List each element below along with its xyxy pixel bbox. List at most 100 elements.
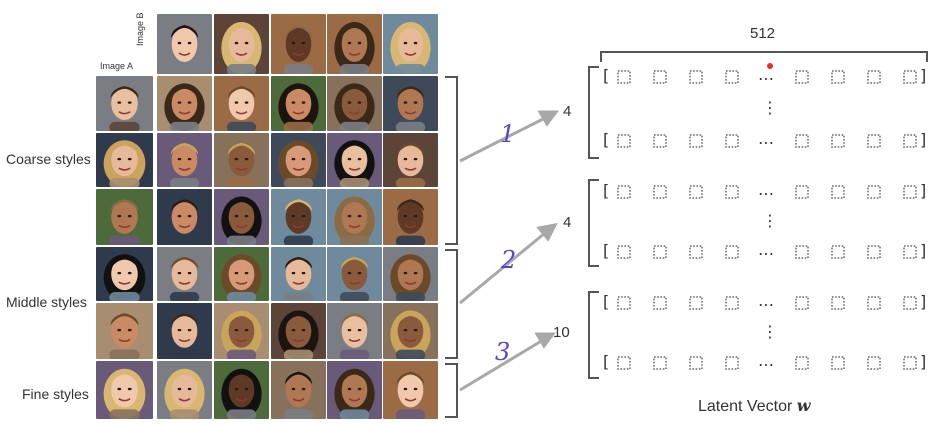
face-image (157, 189, 212, 245)
horizontal-ellipsis: … (758, 351, 774, 370)
latent-cell (867, 185, 881, 199)
fine-bracket (445, 363, 458, 418)
face-image (157, 133, 212, 187)
face-image (157, 303, 212, 359)
row-close-bracket: ] (920, 130, 927, 149)
fine-styles-label: Fine styles (22, 386, 89, 402)
latent-cell (795, 70, 809, 84)
face-image (157, 14, 212, 74)
row-open-bracket: [ (603, 130, 610, 149)
face-image (271, 303, 326, 359)
face-image (383, 76, 438, 131)
face-image (383, 303, 438, 359)
face-image (214, 133, 269, 187)
face-grid: Image B Image A (96, 12, 438, 420)
latent-cell (903, 356, 917, 370)
row-open-bracket: [ (603, 292, 610, 311)
group-2-count: 4 (563, 214, 572, 231)
latent-cell (867, 245, 881, 259)
group-3-bracket (588, 291, 599, 379)
latent-cell (689, 70, 703, 84)
latent-cell (725, 70, 739, 84)
latent-cell (867, 356, 881, 370)
vertical-ellipsis: ⋮ (762, 211, 778, 230)
row-open-bracket: [ (603, 352, 610, 371)
annotation-1: 1 (500, 120, 516, 148)
arrow-middle (459, 222, 558, 305)
latent-cell (653, 185, 667, 199)
latent-cell (831, 134, 845, 148)
latent-cell (653, 70, 667, 84)
face-image (327, 189, 382, 245)
group-1-bracket (588, 66, 599, 159)
face-image (214, 14, 269, 74)
face-image (383, 361, 438, 419)
row-close-bracket: ] (920, 241, 927, 260)
horizontal-ellipsis: … (758, 129, 774, 148)
latent-cell (795, 296, 809, 310)
latent-cell (653, 134, 667, 148)
latent-cell (867, 134, 881, 148)
face-image (96, 361, 153, 419)
face-image (96, 76, 153, 131)
face-image (383, 189, 438, 245)
row-close-bracket: ] (920, 352, 927, 371)
latent-cell (689, 245, 703, 259)
group-3-count: 10 (553, 324, 570, 341)
horizontal-ellipsis: … (758, 291, 774, 310)
face-image (214, 361, 269, 419)
latent-cell (617, 185, 631, 199)
width-brace (600, 51, 928, 62)
latent-cell (867, 70, 881, 84)
latent-cell (795, 356, 809, 370)
latent-cell (725, 134, 739, 148)
row-open-bracket: [ (603, 66, 610, 85)
annotation-2: 2 (501, 246, 517, 274)
latent-cell (867, 296, 881, 310)
latent-cell (831, 296, 845, 310)
latent-cell (795, 134, 809, 148)
coarse-styles-label: Coarse styles (6, 151, 91, 167)
face-image (157, 76, 212, 131)
horizontal-ellipsis: … (758, 65, 774, 84)
latent-cell (689, 296, 703, 310)
face-image (214, 76, 269, 131)
middle-bracket (445, 249, 458, 359)
face-image (271, 76, 326, 131)
width-label: 512 (750, 25, 776, 42)
face-image (96, 189, 153, 245)
latent-cell (725, 356, 739, 370)
latent-cell (903, 70, 917, 84)
latent-cell (689, 185, 703, 199)
latent-cell (903, 185, 917, 199)
face-image (214, 189, 269, 245)
latent-cell (831, 356, 845, 370)
latent-cell (725, 296, 739, 310)
latent-cell (795, 245, 809, 259)
vertical-ellipsis: ⋮ (762, 322, 778, 341)
face-image (383, 14, 438, 74)
latent-vector-caption: Latent Vector w (698, 396, 811, 416)
face-image (327, 76, 382, 131)
vertical-ellipsis: ⋮ (762, 98, 778, 117)
image-a-label: Image A (100, 61, 134, 71)
latent-cell (689, 134, 703, 148)
latent-cell (653, 245, 667, 259)
latent-cell (653, 296, 667, 310)
face-image (271, 133, 326, 187)
latent-cell (725, 185, 739, 199)
latent-cell (617, 296, 631, 310)
row-close-bracket: ] (920, 66, 927, 85)
latent-cell (903, 245, 917, 259)
row-open-bracket: [ (603, 241, 610, 260)
caption-variable: w (796, 396, 811, 415)
latent-matrix-cells (617, 70, 917, 370)
annotation-3: 3 (495, 338, 511, 366)
latent-cell (653, 356, 667, 370)
arrow-fine (459, 332, 556, 392)
row-close-bracket: ] (920, 292, 927, 311)
face-image (157, 361, 212, 419)
horizontal-ellipsis: … (758, 180, 774, 199)
face-image (327, 361, 382, 419)
